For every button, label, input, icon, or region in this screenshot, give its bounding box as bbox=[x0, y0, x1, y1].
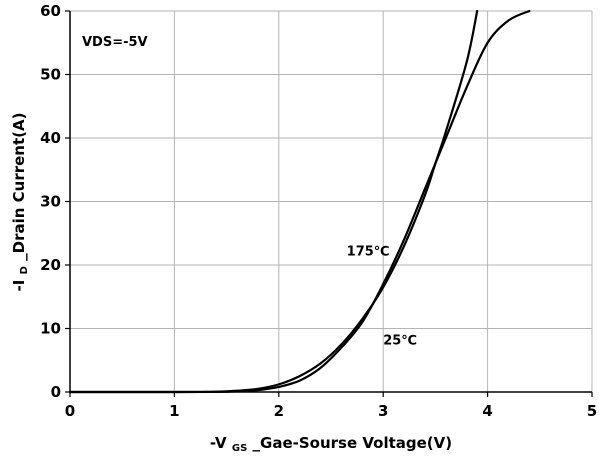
series-lines bbox=[68, 9, 531, 394]
x-axis-title: -V GS _Gae-Sourse Voltage(V) bbox=[210, 434, 452, 455]
annotations: 175℃ 25℃ bbox=[347, 244, 417, 348]
y-axis-title-suffix: _Drain Current(A) bbox=[10, 113, 28, 261]
x-axis-title-subscript: GS bbox=[232, 443, 247, 454]
x-tick-label-1: 1 bbox=[169, 402, 179, 420]
x-axis-title-suffix: _Gae-Sourse Voltage(V) bbox=[253, 434, 453, 452]
x-tick-label-2: 2 bbox=[274, 402, 284, 420]
series-label-1: 25℃ bbox=[383, 333, 417, 348]
y-axis-title-prefix: -I bbox=[10, 280, 28, 292]
y-tick-label-3: 30 bbox=[40, 193, 61, 211]
x-tick-label-0: 0 bbox=[65, 402, 75, 420]
y-axis-title-subscript: D bbox=[19, 266, 30, 274]
y-tick-label-1: 10 bbox=[40, 320, 61, 338]
x-tick-label-4: 4 bbox=[482, 402, 492, 420]
y-tick-label-0: 0 bbox=[51, 383, 61, 401]
y-axis-title: -I D _Drain Current(A) bbox=[10, 113, 31, 292]
series-line-1 bbox=[68, 9, 531, 394]
y-tick-label-5: 50 bbox=[40, 66, 61, 84]
grid bbox=[69, 10, 593, 393]
test-condition-annotation: VDS=-5V bbox=[82, 35, 148, 50]
x-tick-label-5: 5 bbox=[587, 402, 597, 420]
y-tick-label-6: 60 bbox=[40, 2, 61, 20]
x-tick-label-3: 3 bbox=[378, 402, 388, 420]
y-tick-label-2: 20 bbox=[40, 256, 61, 274]
y-tick-label-4: 40 bbox=[40, 129, 61, 147]
axes bbox=[65, 10, 593, 397]
x-axis-title-prefix: -V bbox=[210, 434, 227, 452]
series-label-0: 175℃ bbox=[347, 244, 390, 259]
